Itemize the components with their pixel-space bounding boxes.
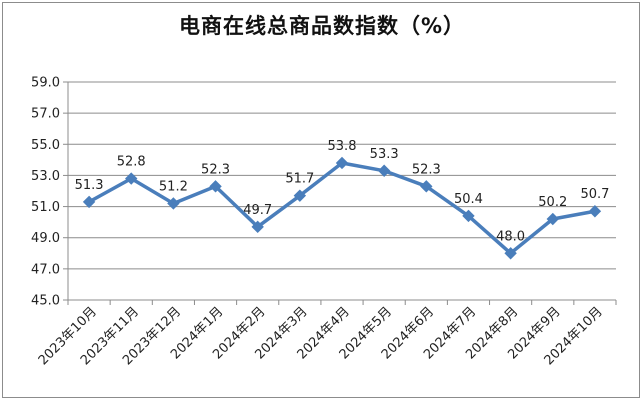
data-label: 50.2 (538, 195, 567, 210)
y-tick-label: 53.0 (31, 169, 60, 184)
data-point-marker (504, 247, 517, 260)
data-label: 50.7 (580, 187, 609, 202)
y-tick-label: 59.0 (31, 76, 60, 91)
data-label: 53.3 (370, 147, 399, 162)
data-point-marker (588, 205, 602, 218)
data-label: 51.7 (285, 172, 314, 187)
data-label: 51.3 (75, 178, 104, 193)
data-point-marker (546, 212, 559, 226)
data-point-marker (125, 172, 138, 185)
data-label: 49.7 (243, 203, 272, 218)
data-point-marker (462, 209, 475, 223)
data-point-marker (377, 164, 391, 177)
data-label-layer: 51.3 52.8 51.2 52.3 49.7 51.7 53.8 53.3 52.3 50.4… (75, 139, 610, 244)
data-label: 50.4 (454, 192, 483, 207)
data-label: 53.8 (328, 139, 357, 154)
grid-layer (68, 81, 616, 301)
data-point-marker (209, 180, 222, 193)
data-label: 51.2 (159, 179, 188, 194)
axis-layer: 45.047.049.051.053.055.057.059.02023年10月… (31, 76, 617, 368)
data-label: 52.8 (117, 155, 146, 170)
data-label: 52.3 (201, 162, 230, 177)
data-point-marker (420, 180, 433, 193)
data-label: 52.3 (412, 162, 441, 177)
data-label: 48.0 (496, 229, 525, 244)
data-point-marker (251, 220, 264, 234)
y-tick-label: 57.0 (31, 107, 60, 122)
chart-title: 电商在线总商品数指数（%） (178, 14, 466, 38)
y-tick-label: 51.0 (31, 200, 60, 215)
chart-frame (2, 2, 640, 398)
data-point-marker (82, 195, 96, 209)
data-point-marker (293, 189, 307, 202)
data-point-marker (335, 156, 349, 170)
series-layer (82, 156, 602, 260)
y-tick-label: 55.0 (31, 138, 60, 153)
y-tick-label: 45.0 (31, 294, 60, 309)
data-point-marker (167, 197, 180, 210)
y-tick-label: 47.0 (31, 262, 60, 277)
y-tick-label: 49.0 (31, 231, 60, 246)
